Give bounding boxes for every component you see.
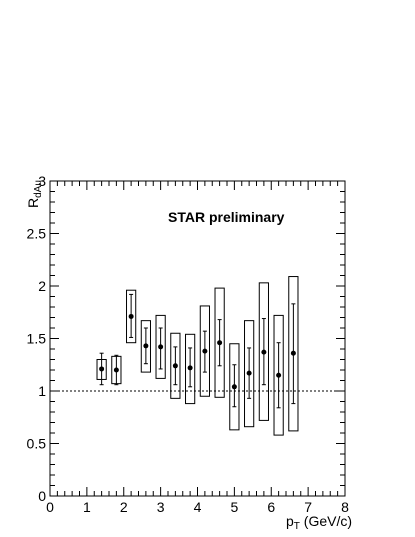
systematic-error-box (155, 314, 166, 379)
data-point (172, 363, 178, 369)
chart-annotation: STAR preliminary (168, 209, 285, 225)
data-point (261, 349, 267, 355)
y-tick-label: 3 (38, 173, 46, 189)
systematic-error-box (229, 343, 240, 431)
y-tick-label: 1 (38, 383, 46, 399)
systematic-error-box (140, 320, 151, 373)
x-axis-title: pT (GeV/c) (286, 513, 352, 532)
x-tick-label: 4 (194, 499, 202, 515)
y-tick-label: 2 (38, 278, 46, 294)
y-tick-label: 0.5 (27, 436, 47, 452)
y-tick-label: 1.5 (27, 331, 47, 347)
systematic-error-box (126, 289, 137, 344)
x-tick-label: 8 (341, 499, 349, 515)
data-point (290, 350, 296, 356)
systematic-error-box (244, 320, 255, 428)
y-axis-title-main: R (25, 198, 41, 208)
x-tick-label: 1 (83, 499, 91, 515)
data-point (113, 367, 119, 373)
y-axis-ticks: 0 0.5 1 1.5 2 2.5 3 (27, 173, 345, 504)
data-point (246, 370, 252, 376)
data-point (158, 344, 164, 350)
y-tick-label: 2.5 (27, 226, 47, 242)
y-axis-title-sub: dAu (33, 180, 44, 198)
systematic-error-box (185, 333, 196, 405)
systematic-error-box (214, 287, 225, 398)
x-tick-label: 3 (157, 499, 165, 515)
data-point (143, 343, 149, 349)
x-tick-label: 7 (304, 499, 312, 515)
plot-frame (49, 180, 346, 497)
x-tick-label: 5 (230, 499, 238, 515)
data-point (231, 384, 237, 390)
x-axis-title-sub: T (294, 521, 300, 532)
x-axis-title-rest: (GeV/c) (300, 513, 352, 529)
x-tick-label: 2 (120, 499, 128, 515)
y-axis-title: RdAu (25, 180, 44, 208)
systematic-error-box (199, 305, 210, 397)
systematic-error-box (170, 332, 181, 399)
systematic-error-box (258, 282, 269, 421)
y-tick-label: 0 (38, 488, 46, 504)
systematic-error-box (288, 276, 299, 432)
plot-area (96, 276, 299, 436)
systematic-error-box (273, 314, 284, 436)
data-point (217, 340, 223, 346)
data-point (99, 366, 105, 372)
data-point (128, 313, 134, 319)
data-point (202, 348, 208, 354)
x-axis-ticks: 0 1 2 3 4 5 6 7 8 (46, 181, 349, 515)
x-tick-label: 0 (46, 499, 54, 515)
data-point (187, 365, 193, 371)
x-axis-title-main: p (286, 513, 294, 529)
data-point (276, 372, 282, 378)
x-tick-label: 6 (267, 499, 275, 515)
